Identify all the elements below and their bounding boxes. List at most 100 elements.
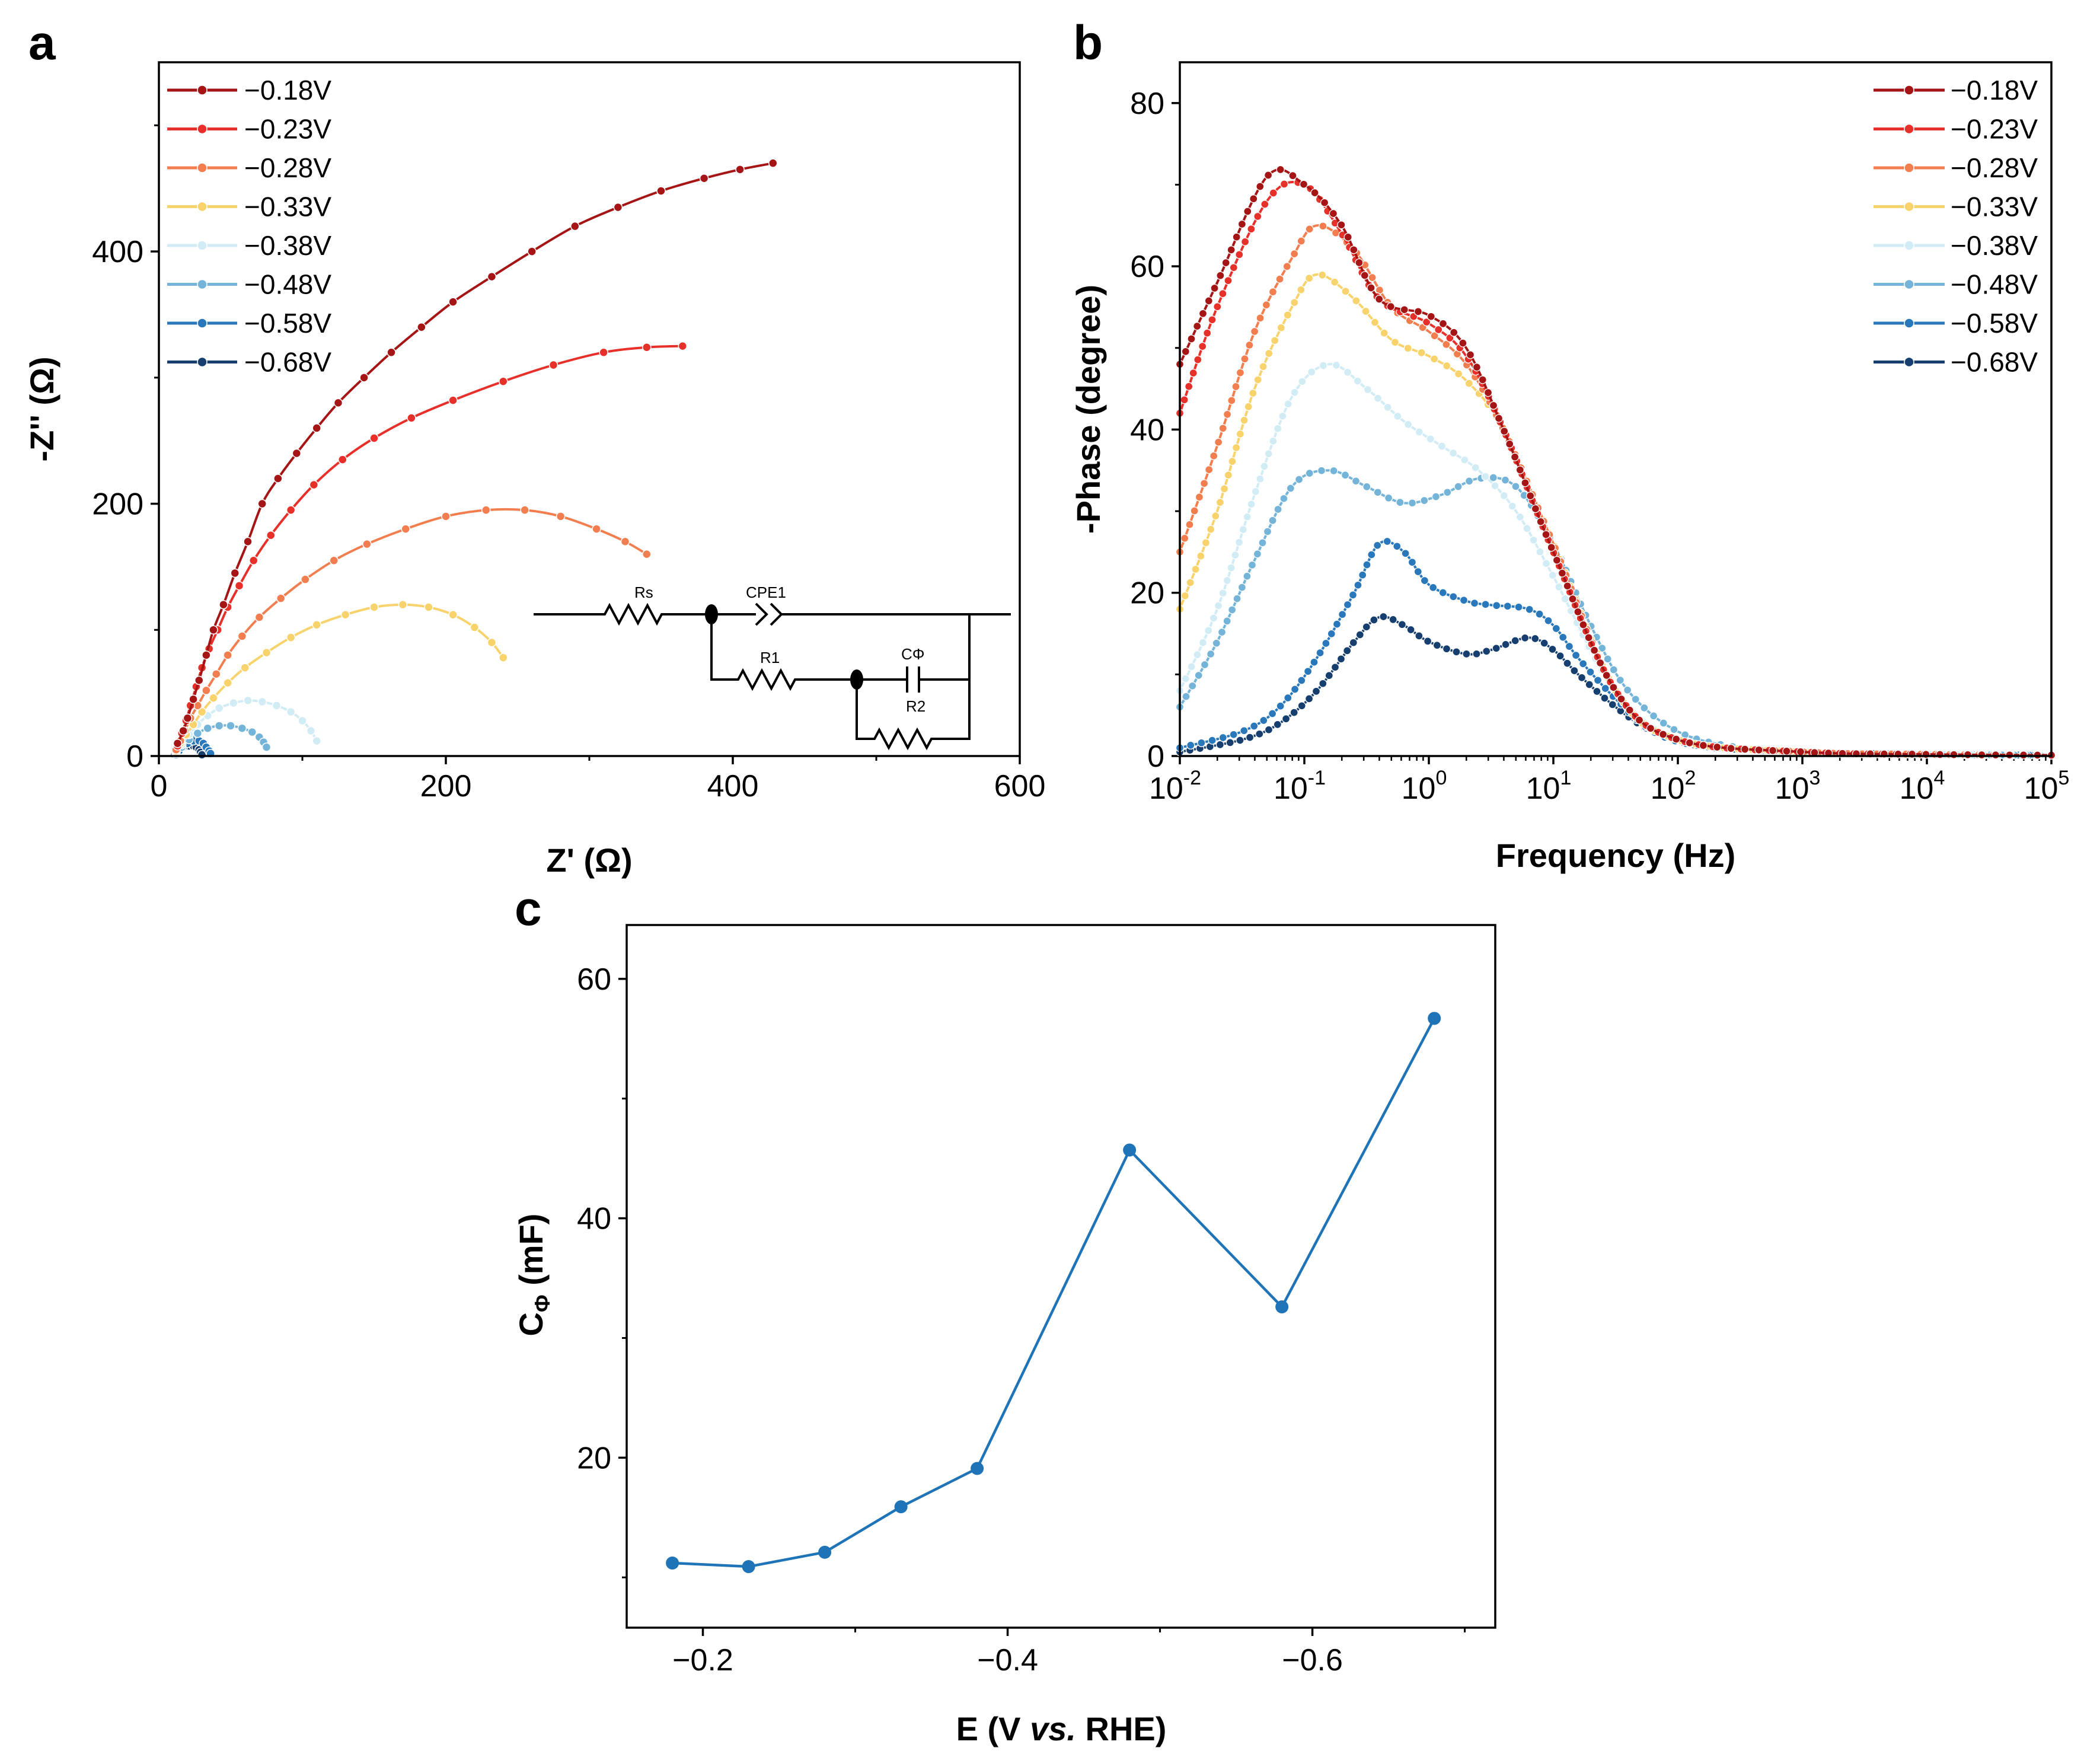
panel-b-data-point — [1215, 498, 1225, 507]
panel-a-legend: −0.18V −0.23V −0.28V −0.33V −0.38V −0.48V −0.5… — [167, 75, 331, 378]
panel-a-data-point — [599, 347, 608, 358]
panel-b-data-point — [1565, 642, 1574, 651]
panel-b-data-point — [1250, 327, 1259, 336]
panel-b-data-point — [1422, 317, 1431, 327]
panel-b-data-point — [1186, 578, 1195, 587]
circuit-r2-resistor — [856, 680, 971, 751]
panel-b-xtick-exponent: 5 — [2058, 767, 2069, 789]
panel-b-data-point — [1297, 701, 1306, 710]
panel-b-xtick-exponent: 2 — [1684, 767, 1696, 789]
panel-b-legend-label: −0.18V — [1951, 75, 2038, 106]
panel-b-data-point — [1571, 650, 1581, 660]
panel-a-legend-label: −0.48V — [244, 269, 331, 300]
panel-b-data-point — [1609, 683, 1618, 692]
panel-b-data-point — [1443, 488, 1452, 497]
panel-b-xtick-label: 102 — [1651, 767, 1696, 806]
panel-b-data-point — [1458, 339, 1467, 347]
panel-b-data-point — [1417, 348, 1426, 358]
panel-b-frame — [1179, 61, 2053, 757]
panel-c-xlabel-part1: E (V — [956, 1710, 1030, 1747]
panel-b-data-point — [1330, 278, 1339, 286]
panel-b-data-point — [1393, 542, 1402, 551]
panel-b-data-point — [1329, 209, 1338, 218]
panel-b-data-point — [1375, 295, 1384, 304]
panel-b-data-point — [1552, 624, 1560, 633]
panel-b-legend-marker — [1904, 318, 1914, 328]
panel-a-legend-marker — [197, 123, 208, 135]
panel-b-data-point — [1595, 658, 1605, 668]
panel-c-xtick-label: −0.2 — [672, 1643, 733, 1677]
panel-a-series-048 — [171, 721, 272, 758]
panel-b-data-point — [1423, 637, 1432, 646]
panel-b-data-point — [1247, 225, 1256, 234]
panel-b-data-point — [1420, 576, 1429, 585]
panel-b-legend-item: −0.58V — [1874, 308, 2038, 339]
panel-b-data-point — [1269, 189, 1278, 197]
panel-b-data-point — [1586, 668, 1595, 677]
panel-b-data-point — [1397, 620, 1407, 629]
panel-b-data-point — [1616, 675, 1625, 685]
panel-b-data-point — [1754, 745, 1763, 754]
panel-b-data-point — [1361, 307, 1370, 316]
panel-b-data-point — [1310, 658, 1319, 666]
panel-b-data-point — [1796, 747, 1805, 757]
panel-a-series-018 — [173, 158, 778, 748]
panel-a-data-point — [243, 696, 253, 706]
panel-c-ytick-label: 60 — [577, 962, 611, 997]
panel-c-xlabel: E (V vs. RHE) — [956, 1710, 1167, 1747]
panel-b-data-point — [1193, 355, 1202, 364]
panel-b-data-point — [1670, 725, 1678, 734]
panel-b-data-point — [1198, 638, 1208, 647]
panel-a-data-point — [254, 613, 264, 622]
panel-c-data-point — [818, 1545, 832, 1559]
panel-a-data-point — [266, 530, 276, 540]
panel-b-data-point — [1355, 630, 1364, 639]
panel-b-data-point — [1245, 340, 1254, 350]
panel-b-data-point — [1297, 676, 1306, 685]
panel-b-data-point — [1438, 319, 1448, 328]
panel-b-data-point — [1185, 382, 1193, 391]
panel-a-data-point — [499, 653, 508, 662]
panel-b-data-point — [1400, 305, 1409, 314]
panel-b-xtick-base: 10 — [1775, 771, 1809, 806]
panel-b-xtick-base: 10 — [1526, 771, 1560, 806]
panel-a-data-point — [219, 599, 228, 610]
panel-a-nyquist: 0 200 400 600 0 200 400 −0.18V −0.23V −0.28V −0.3… — [23, 61, 1045, 879]
panel-b-ylabel: -Phase (degree) — [1070, 285, 1107, 534]
panel-a-data-point — [656, 186, 666, 196]
panel-b-data-point — [1198, 309, 1208, 318]
panel-a-data-point — [424, 602, 433, 612]
panel-a-legend-marker — [197, 279, 208, 290]
panel-b-data-point — [1415, 631, 1424, 640]
panel-b-data-point — [1429, 583, 1438, 592]
panel-a-data-point — [448, 297, 458, 307]
panel-b-data-point — [1187, 662, 1196, 671]
panel-b-data-point — [1214, 438, 1223, 446]
panel-b-data-point — [1430, 331, 1439, 340]
panel-a-data-point — [556, 512, 566, 521]
panel-a-data-point — [223, 650, 232, 660]
panel-b-data-point — [1408, 558, 1417, 567]
panel-b-ytick-label: 0 — [1147, 739, 1164, 774]
panel-b-data-point — [1963, 750, 1973, 760]
panel-a-data-point — [699, 173, 709, 183]
panel-b-data-point — [1483, 388, 1493, 397]
panel-a-data-point — [248, 556, 258, 566]
panel-c-ylabel-sub: Φ — [530, 1294, 554, 1312]
panel-b-data-point — [1464, 477, 1474, 486]
panel-c-data-point — [742, 1560, 755, 1574]
panel-b-data-point — [1360, 271, 1369, 280]
panel-a-data-point — [642, 343, 652, 352]
panel-b-data-point — [1373, 488, 1382, 497]
panel-b-data-point — [1305, 468, 1314, 478]
panel-b-data-point — [1536, 517, 1545, 526]
panel-a-data-point — [312, 620, 321, 630]
panel-b-legend-marker — [1904, 279, 1914, 290]
panel-a-legend-item: −0.58V — [167, 308, 331, 339]
panel-b-data-point — [1523, 524, 1531, 533]
panel-a-legend-label: −0.38V — [244, 230, 331, 261]
panel-letter-b: b — [1073, 16, 1103, 70]
panel-b-data-point — [1206, 649, 1215, 659]
panel-c-ticks: −0.2 −0.4 −0.6 20 40 60 — [577, 962, 1466, 1677]
panel-b-data-point — [1307, 368, 1316, 377]
